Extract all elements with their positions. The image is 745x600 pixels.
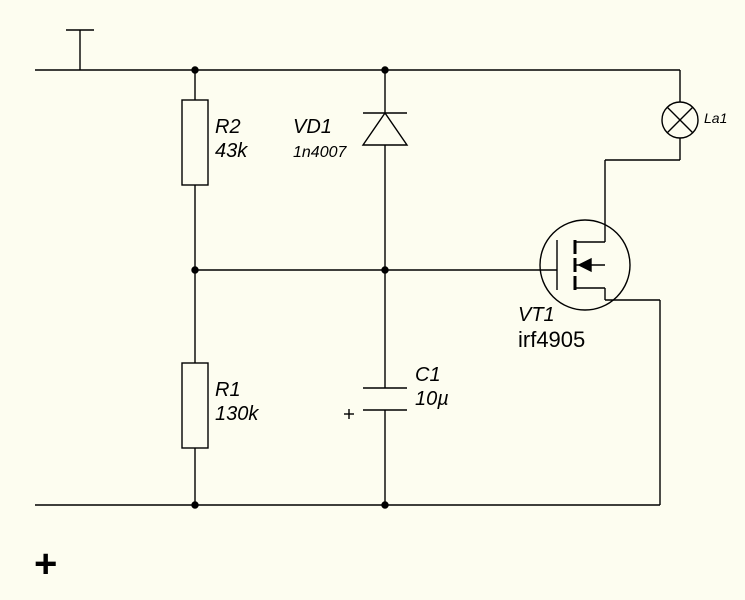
c1-value: 10µ (415, 388, 449, 410)
r2-value: 43k (215, 140, 247, 162)
r1-name: R1 (215, 379, 241, 401)
vd1-name: VD1 (293, 116, 332, 138)
c1-name: C1 (415, 364, 441, 386)
r1-value: 130k (215, 403, 258, 425)
c1-label: C1 10µ (415, 363, 449, 411)
vd1-value: 1n4007 (293, 144, 346, 161)
plus-text: + (34, 542, 57, 586)
la1-name: La1 (704, 110, 727, 126)
plus-label: + (34, 540, 57, 588)
vd1-label: VD1 1n4007 (293, 115, 346, 163)
la1-label: La1 (704, 110, 727, 127)
vt1-label: VT1 irf4905 (518, 303, 585, 353)
r2-label: R2 43k (215, 115, 247, 163)
r1-label: R1 130k (215, 378, 258, 426)
vt1-value: irf4905 (518, 327, 585, 352)
vt1-name: VT1 (518, 304, 555, 326)
r2-name: R2 (215, 116, 241, 138)
